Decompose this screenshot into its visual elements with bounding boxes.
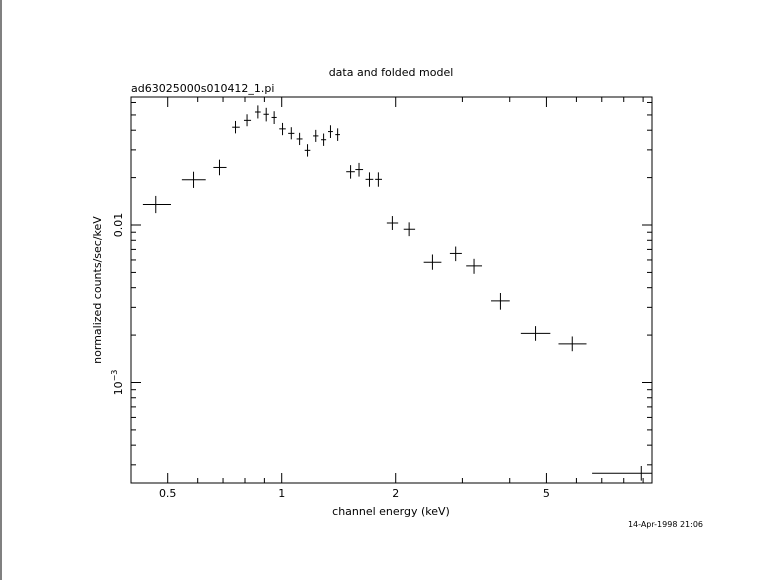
x-axis-label: channel energy (keV) bbox=[332, 505, 450, 518]
data-point bbox=[243, 114, 252, 127]
data-point bbox=[355, 162, 364, 177]
x-axis-tick-labels: 0.5 1 2 5 bbox=[159, 487, 550, 500]
x-axis-ticks bbox=[130, 97, 644, 483]
y-axis-tick-labels: 0.01 10−3 bbox=[110, 213, 125, 396]
data-point bbox=[449, 246, 462, 262]
y-axis-ticks bbox=[131, 101, 652, 466]
data-point bbox=[181, 171, 206, 188]
data-point bbox=[313, 129, 319, 142]
data-point bbox=[386, 216, 399, 230]
x-tick-label: 2 bbox=[392, 487, 399, 500]
data-point bbox=[288, 127, 295, 140]
data-point bbox=[263, 107, 269, 122]
data-point bbox=[254, 105, 261, 119]
data-point bbox=[365, 172, 374, 187]
data-point bbox=[375, 172, 383, 187]
plot-frame bbox=[130, 96, 653, 484]
data-point bbox=[491, 293, 510, 310]
data-point bbox=[346, 165, 355, 179]
data-point bbox=[304, 144, 311, 157]
y-axis-label: normalized counts/sec/keV bbox=[91, 216, 104, 364]
data-point bbox=[142, 195, 171, 214]
data-point bbox=[279, 122, 286, 136]
data-point bbox=[321, 133, 327, 146]
data-point bbox=[423, 254, 442, 270]
chart-title: data and folded model bbox=[329, 66, 454, 79]
timestamp: 14-Apr-1998 21:06 bbox=[628, 520, 703, 529]
data-point bbox=[271, 111, 277, 124]
data-point bbox=[403, 222, 416, 237]
x-tick-label: 5 bbox=[543, 487, 550, 500]
data-point bbox=[213, 159, 227, 176]
data-point bbox=[335, 128, 340, 141]
data-point bbox=[592, 465, 652, 481]
y-tick-label: 10−3 bbox=[110, 370, 125, 396]
data-point bbox=[232, 120, 240, 134]
data-point bbox=[558, 336, 587, 352]
data-point bbox=[296, 132, 303, 146]
data-point bbox=[327, 125, 333, 138]
data-points bbox=[142, 105, 652, 481]
data-point bbox=[520, 326, 551, 341]
chart-subtitle: ad63025000s010412_1.pi bbox=[131, 82, 274, 95]
x-tick-label: 0.5 bbox=[159, 487, 177, 500]
x-tick-label: 1 bbox=[278, 487, 285, 500]
y-tick-label: 0.01 bbox=[112, 213, 125, 238]
data-point bbox=[466, 258, 483, 274]
